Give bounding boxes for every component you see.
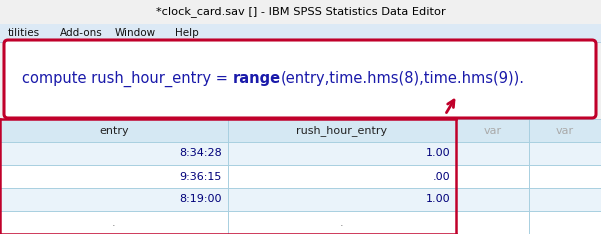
Bar (0, 142, 601, 165)
Text: (entry,time.hms(8),time.hms(9)).: (entry,time.hms(8),time.hms(9)). (281, 72, 525, 87)
Text: 8:19:00: 8:19:00 (180, 194, 222, 205)
Bar (0, 119, 601, 142)
Text: *clock_card.sav [] - IBM SPSS Statistics Data Editor: *clock_card.sav [] - IBM SPSS Statistics… (156, 7, 445, 18)
Text: .: . (112, 217, 116, 227)
Text: Window: Window (115, 28, 156, 38)
Bar (0, 165, 601, 188)
Text: var: var (483, 125, 502, 135)
Text: Help: Help (175, 28, 199, 38)
Text: Add-ons: Add-ons (60, 28, 103, 38)
Text: range: range (233, 72, 281, 87)
Bar (0, 188, 601, 211)
Text: .: . (340, 217, 344, 227)
Text: compute rush_hour_entry =: compute rush_hour_entry = (22, 71, 233, 87)
Text: 1.00: 1.00 (426, 149, 450, 158)
Text: .00: .00 (432, 172, 450, 182)
Text: 9:36:15: 9:36:15 (180, 172, 222, 182)
FancyBboxPatch shape (4, 40, 596, 118)
Bar (0, 24, 601, 42)
Bar (0, 211, 601, 234)
Text: 8:34:28: 8:34:28 (179, 149, 222, 158)
Text: tilities: tilities (8, 28, 40, 38)
Text: entry: entry (99, 125, 129, 135)
Text: 1.00: 1.00 (426, 194, 450, 205)
Text: var: var (556, 125, 574, 135)
Text: rush_hour_entry: rush_hour_entry (296, 125, 388, 136)
Bar (0, 0, 601, 24)
